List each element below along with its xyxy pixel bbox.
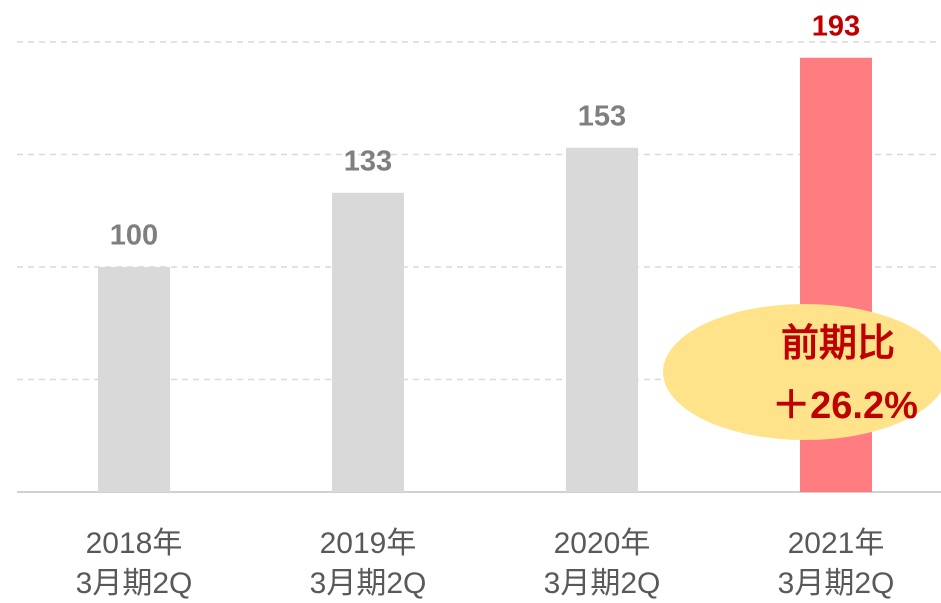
- x-tick-label: 3月期2Q: [310, 567, 427, 600]
- value-label: 100: [110, 220, 158, 252]
- bar: [332, 192, 404, 492]
- bar: [98, 267, 170, 492]
- x-tick-label: 2018年: [86, 527, 183, 560]
- x-tick-label: 2020年: [554, 527, 651, 560]
- x-tick-label: 3月期2Q: [778, 567, 895, 600]
- bar: [566, 147, 638, 492]
- value-label: 153: [578, 100, 626, 132]
- x-tick-label: 3月期2Q: [544, 567, 661, 600]
- value-label: 133: [344, 145, 392, 177]
- plot: 100 2018年 3月期2Q 133 2019年 3月期2Q 153 2020年 3月期2Q 1…: [17, 10, 941, 600]
- annotation: 前期比: [781, 323, 895, 365]
- value-label: 193: [812, 10, 860, 42]
- x-tick-label: 2019年: [320, 527, 417, 560]
- x-tick-label: 3月期2Q: [76, 567, 193, 600]
- callout: [663, 304, 941, 440]
- annotation: ＋26.2%: [772, 385, 918, 427]
- x-tick-label: 2021年: [788, 527, 885, 560]
